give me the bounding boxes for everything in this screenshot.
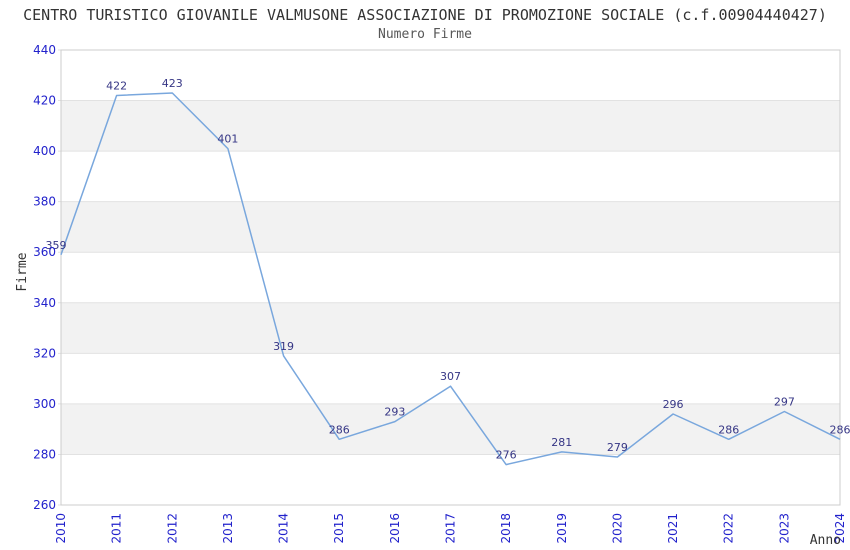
x-tick-label: 2022 <box>722 513 736 544</box>
data-label: 281 <box>551 436 572 449</box>
data-label: 401 <box>217 133 238 146</box>
x-tick-label: 2013 <box>221 513 235 544</box>
x-tick-label: 2010 <box>54 513 68 544</box>
data-label: 293 <box>384 406 405 419</box>
data-label: 276 <box>496 449 517 462</box>
data-label: 286 <box>329 423 350 436</box>
x-tick-label: 2021 <box>666 513 680 544</box>
data-label: 319 <box>273 340 294 353</box>
y-tick-label: 300 <box>33 397 56 411</box>
y-tick-label: 440 <box>33 43 56 57</box>
y-tick-label: 420 <box>33 94 56 108</box>
data-label: 307 <box>440 370 461 383</box>
x-tick-label: 2020 <box>610 513 624 544</box>
y-tick-label: 380 <box>33 195 56 209</box>
x-tick-label: 2023 <box>777 513 791 544</box>
data-label: 279 <box>607 441 628 454</box>
x-axis-label: Anno <box>810 533 841 548</box>
y-tick-label: 260 <box>33 498 56 512</box>
data-label: 423 <box>162 77 183 90</box>
data-label: 286 <box>830 423 850 436</box>
y-tick-label: 340 <box>33 296 56 310</box>
y-tick-label: 280 <box>33 447 56 461</box>
x-tick-label: 2012 <box>165 513 179 544</box>
data-label: 286 <box>718 423 739 436</box>
chart-subtitle: Numero Firme <box>378 27 472 42</box>
plot-band <box>61 302 840 354</box>
y-tick-label: 400 <box>33 144 56 158</box>
data-label: 422 <box>106 80 127 93</box>
y-tick-label: 320 <box>33 346 56 360</box>
x-tick-label: 2018 <box>499 513 513 544</box>
x-tick-label: 2017 <box>444 513 458 544</box>
plot-band <box>61 100 840 152</box>
plot-band <box>61 201 840 253</box>
chart-title: CENTRO TURISTICO GIOVANILE VALMUSONE ASS… <box>23 6 827 24</box>
data-label: 359 <box>46 239 67 252</box>
y-tick-label: 360 <box>33 245 56 259</box>
plot-border <box>60 49 841 506</box>
data-label: 296 <box>663 398 684 411</box>
data-line <box>60 92 841 466</box>
x-tick-label: 2015 <box>332 513 346 544</box>
x-tick-label: 2016 <box>388 513 402 544</box>
x-tick-label: 2019 <box>555 513 569 544</box>
x-tick-label: 2014 <box>277 513 291 544</box>
x-tick-label: 2011 <box>110 513 124 544</box>
x-tick-label: 2024 <box>833 513 847 544</box>
y-axis-label: Firme <box>15 252 30 291</box>
data-label: 297 <box>774 395 795 408</box>
plot-band <box>61 403 840 455</box>
